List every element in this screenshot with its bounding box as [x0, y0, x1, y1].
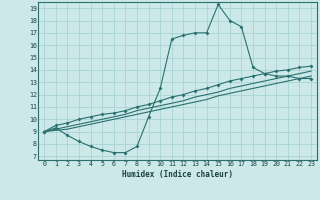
X-axis label: Humidex (Indice chaleur): Humidex (Indice chaleur) — [122, 170, 233, 179]
